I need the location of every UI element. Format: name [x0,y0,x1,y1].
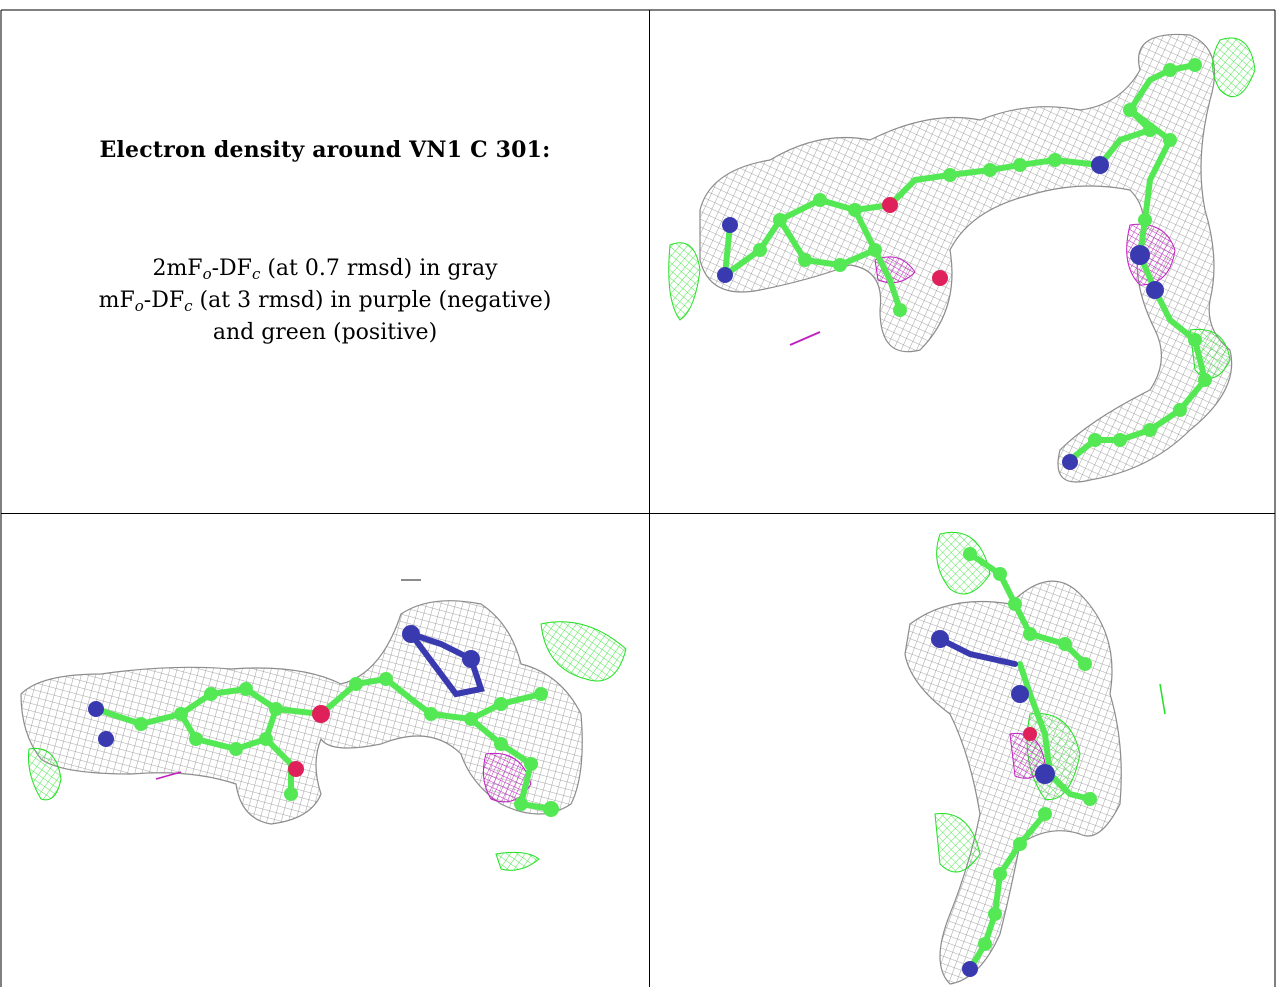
legend-cell: Electron density around VN1 C 301: 2mFo-… [1,10,649,513]
gray-density-mesh [699,33,1233,483]
legend-subscript: o [134,297,144,315]
legend-term: mF [98,288,135,313]
molecule-atoms [88,625,559,817]
density-view-top-right [650,10,1275,513]
molecule-atoms [931,547,1097,977]
legend-text: (at 3 rmsd) in purple (negative) [192,288,552,313]
positive-density-blob [540,621,627,682]
legend-subscript: o [202,265,212,283]
legend-line-positive: and green (positive) [212,320,438,345]
legend-line-fofc: mFo-DFc (at 3 rmsd) in purple (negative) [1,285,649,317]
molecule-density-image [904,531,1166,985]
molecule-atoms [717,58,1212,470]
positive-density-blob [936,531,991,595]
map-legend: 2mFo-DFc (at 0.7 rmsd) in gray mFo-DFc (… [1,253,649,349]
legend-subscript: c [251,265,261,283]
figure-title: Electron density around VN1 C 301: [99,137,551,163]
molecule-density-image [20,579,627,871]
legend-subscript: c [184,297,193,315]
molecule-density-image [668,33,1256,483]
legend-term: -DF [211,256,252,281]
density-view-bottom-right [650,514,1275,987]
positive-density-blob [28,747,62,801]
legend-line-2fofc: 2mFo-DFc (at 0.7 rmsd) in gray [1,253,649,285]
negative-density-blob [1126,223,1176,286]
legend-term: 2mF [152,256,203,281]
positive-density-blob [668,242,701,321]
positive-density-blob [934,813,981,873]
positive-density-blob [495,851,540,871]
legend-text: (at 0.7 rmsd) in gray [260,256,498,281]
positive-density-blob [1212,37,1256,98]
legend-term: -DF [143,288,185,313]
density-view-bottom-left [1,514,649,987]
negative-density-blob [482,752,532,803]
